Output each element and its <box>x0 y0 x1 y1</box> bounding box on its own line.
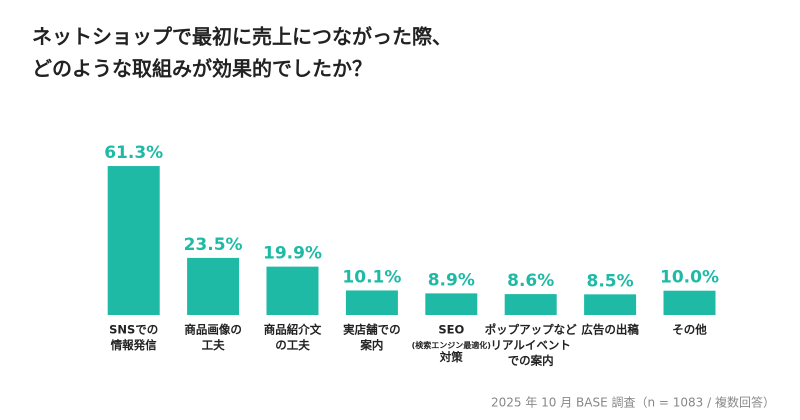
bar <box>504 294 557 315</box>
x-tick-label: 商品画像の <box>184 323 242 337</box>
x-tick-label: 案内 <box>359 338 383 352</box>
x-tick-label: SEO <box>438 323 464 337</box>
x-tick-label: 工夫 <box>202 338 225 352</box>
x-tick-label: 情報発信 <box>110 338 157 352</box>
bar <box>425 293 478 315</box>
value-label: 19.9% <box>263 244 322 264</box>
bar <box>107 166 160 315</box>
bar <box>266 266 319 315</box>
chart-title: ネットショップで最初に売上につながった際、 <box>32 25 452 49</box>
x-tick-label: 商品紹介文 <box>264 323 322 337</box>
value-label: 10.0% <box>660 268 719 288</box>
x-tick-label: その他 <box>672 323 707 337</box>
value-label: 8.5% <box>587 271 634 291</box>
value-label: 61.3% <box>104 143 163 163</box>
bar <box>187 257 240 315</box>
value-label: 8.9% <box>428 270 475 290</box>
value-label: 8.6% <box>507 271 554 291</box>
value-label: 23.5% <box>184 235 243 255</box>
x-tick-label: SNSでの <box>109 323 158 337</box>
x-tick-label: ポップアップなど <box>485 323 577 337</box>
bar <box>584 294 637 315</box>
source-note: 2025 年 10 月 BASE 調査（n = 1083 / 複数回答） <box>491 395 775 410</box>
x-tick-label: 実店舗での <box>343 323 401 337</box>
x-tick-label: 広告の出稿 <box>581 323 639 337</box>
value-label: 10.1% <box>342 267 401 287</box>
x-tick-label: での案内 <box>508 354 554 368</box>
x-tick-label: (検索エンジン最適化) <box>412 340 491 350</box>
bar <box>345 290 398 315</box>
x-tick-label: 対策 <box>439 350 463 364</box>
x-tick-label: リアルイベント <box>491 338 571 352</box>
bar <box>663 290 716 315</box>
chart-title: どのような取組みが効果的でしたか？ <box>32 57 372 81</box>
x-tick-label: の工夫 <box>275 338 310 352</box>
